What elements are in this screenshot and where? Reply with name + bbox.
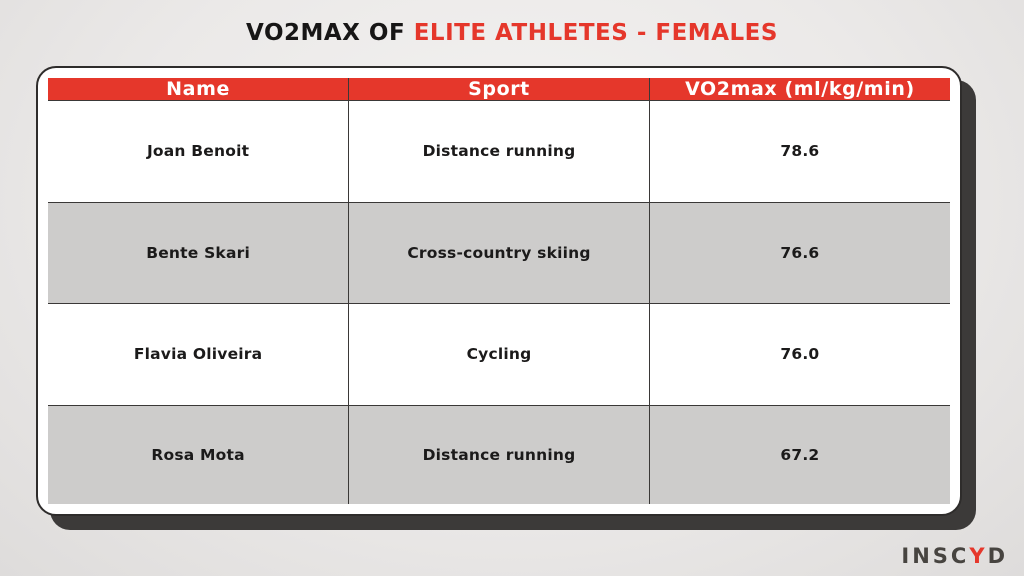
cell-name: Rosa Mota bbox=[48, 404, 350, 504]
table-header: Name Sport VO2max (ml/kg/min) bbox=[48, 78, 950, 101]
table-card: Name Sport VO2max (ml/kg/min) Joan Benoi… bbox=[36, 66, 962, 516]
inscyd-logo-part2: D bbox=[987, 544, 1008, 568]
cell-vo2max: 67.2 bbox=[648, 404, 950, 504]
cell-vo2max: 76.6 bbox=[648, 201, 950, 305]
cell-vo2max: 78.6 bbox=[648, 100, 950, 203]
page-title: VO2MAX OF ELITE ATHLETES - FEMALES bbox=[0, 20, 1024, 46]
table-body: Joan Benoit Distance running 78.6 Bente … bbox=[48, 100, 950, 504]
cell-name: Bente Skari bbox=[48, 201, 350, 305]
table-header-row: Name Sport VO2max (ml/kg/min) bbox=[48, 78, 950, 101]
page-title-highlight: ELITE ATHLETES - FEMALES bbox=[413, 20, 778, 46]
table-row: Flavia Oliveira Cycling 76.0 bbox=[48, 303, 950, 406]
table-row: Joan Benoit Distance running 78.6 bbox=[48, 100, 950, 203]
cell-vo2max: 76.0 bbox=[648, 303, 950, 406]
cell-sport: Distance running bbox=[348, 404, 650, 504]
table-row: Bente Skari Cross-country skiing 76.6 bbox=[48, 201, 950, 305]
cell-sport: Distance running bbox=[348, 100, 650, 203]
cell-sport: Cross-country skiing bbox=[348, 201, 650, 305]
cell-name: Flavia Oliveira bbox=[48, 303, 350, 406]
table-row: Rosa Mota Distance running 67.2 bbox=[48, 404, 950, 504]
inscyd-logo-accent: Y bbox=[969, 544, 988, 568]
page-title-prefix: VO2MAX OF bbox=[246, 20, 414, 46]
cell-name: Joan Benoit bbox=[48, 100, 350, 203]
column-header-name: Name bbox=[48, 78, 350, 101]
vo2max-table: Name Sport VO2max (ml/kg/min) Joan Benoi… bbox=[48, 78, 950, 504]
column-header-vo2max: VO2max (ml/kg/min) bbox=[648, 78, 950, 101]
cell-sport: Cycling bbox=[348, 303, 650, 406]
inscyd-logo-part1: INSC bbox=[901, 544, 970, 568]
inscyd-logo: INSCYD bbox=[901, 544, 1008, 568]
column-header-sport: Sport bbox=[348, 78, 650, 101]
